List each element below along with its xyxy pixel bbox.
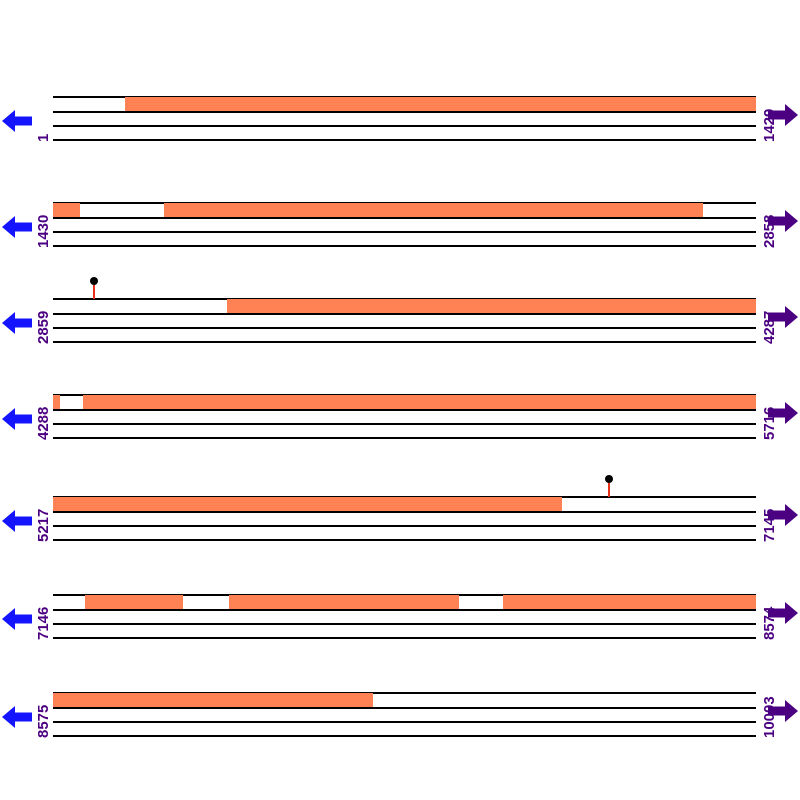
marker-stem <box>93 284 95 299</box>
sequence-track <box>53 475 756 548</box>
arrow-right-icon[interactable] <box>766 698 800 724</box>
reading-frame-line <box>53 637 756 639</box>
sequence-track <box>53 277 756 350</box>
canvas-corner-marker <box>0 0 3 3</box>
arrow-left-icon[interactable] <box>0 214 34 240</box>
reading-frame-line <box>53 341 756 343</box>
reading-frame-line <box>53 539 756 541</box>
row-end-coordinate: 2858 <box>761 214 778 248</box>
reading-frame-line <box>53 231 756 233</box>
arrow-right-icon[interactable] <box>766 502 800 528</box>
reading-frame-line <box>53 623 756 625</box>
row-end-coordinate: 10003 <box>761 696 778 738</box>
row-start-coordinate: 1 <box>35 133 52 142</box>
row-start-coordinate: 2859 <box>35 310 52 344</box>
orf-segment[interactable] <box>164 203 703 217</box>
orf-segment[interactable] <box>85 595 183 609</box>
orf-segment[interactable] <box>503 595 756 609</box>
sequence-row: 1 1429 <box>0 80 800 164</box>
sequence-row: 8575 10003 <box>0 676 800 760</box>
arrow-left-icon[interactable] <box>0 704 34 730</box>
sequence-row: 7146 8574 <box>0 578 800 662</box>
orf-segment[interactable] <box>227 299 756 313</box>
reading-frame-line <box>53 245 756 247</box>
reading-frame-line <box>53 511 756 513</box>
row-end-coordinate: 7145 <box>761 508 778 542</box>
reading-frame-line <box>53 423 756 425</box>
orf-segment[interactable] <box>229 595 459 609</box>
arrow-left-icon[interactable] <box>0 310 34 336</box>
sequence-track <box>53 692 756 744</box>
arrow-left-icon[interactable] <box>0 108 34 134</box>
row-start-coordinate: 7146 <box>35 606 52 640</box>
reading-frame-line <box>53 111 756 113</box>
reading-frame-line <box>53 125 756 127</box>
row-end-coordinate: 5716 <box>761 406 778 440</box>
orf-segment[interactable] <box>53 693 373 707</box>
marker-head <box>90 277 98 285</box>
row-start-coordinate: 1430 <box>35 214 52 248</box>
row-start-coordinate: 8575 <box>35 704 52 738</box>
sequence-track <box>53 96 756 148</box>
reading-frame-line <box>53 217 756 219</box>
row-end-coordinate: 8574 <box>761 606 778 640</box>
row-start-coordinate: 4288 <box>35 406 52 440</box>
orf-segment[interactable] <box>53 395 60 409</box>
sequence-track <box>53 202 756 254</box>
arrow-right-icon[interactable] <box>766 600 800 626</box>
arrow-right-icon[interactable] <box>766 400 800 426</box>
sequence-track <box>53 394 756 446</box>
row-end-coordinate: 4287 <box>761 310 778 344</box>
reading-frame-line <box>53 139 756 141</box>
reading-frame-line <box>53 327 756 329</box>
orf-segment[interactable] <box>53 497 562 511</box>
reading-frame-line <box>53 525 756 527</box>
arrow-left-icon[interactable] <box>0 606 34 632</box>
reading-frame-line <box>53 313 756 315</box>
sequence-row: 4288 5716 <box>0 378 800 462</box>
reading-frame-line <box>53 721 756 723</box>
lollipop-marker-icon[interactable] <box>90 277 98 299</box>
reading-frame-line <box>53 409 756 411</box>
reading-frame-line <box>53 707 756 709</box>
orf-segment[interactable] <box>53 203 80 217</box>
marker-head <box>605 475 613 483</box>
reading-frame-line <box>53 735 756 737</box>
arrow-left-icon[interactable] <box>0 508 34 534</box>
sequence-row: 5217 7145 <box>0 475 800 564</box>
sequence-track <box>53 594 756 646</box>
reading-frame-line <box>53 609 756 611</box>
row-start-coordinate: 5217 <box>35 508 52 542</box>
lollipop-marker-icon[interactable] <box>605 475 613 497</box>
marker-stem <box>608 482 610 497</box>
reading-frame-line <box>53 692 756 694</box>
reading-frame-line <box>53 437 756 439</box>
row-end-coordinate: 1429 <box>761 108 778 142</box>
orf-segment[interactable] <box>83 395 756 409</box>
sequence-row: 2859 4287 <box>0 277 800 366</box>
arrow-right-icon[interactable] <box>766 102 800 128</box>
arrow-left-icon[interactable] <box>0 406 34 432</box>
arrow-right-icon[interactable] <box>766 208 800 234</box>
orf-segment[interactable] <box>125 97 756 111</box>
sequence-row: 1430 2858 <box>0 186 800 270</box>
arrow-right-icon[interactable] <box>766 304 800 330</box>
